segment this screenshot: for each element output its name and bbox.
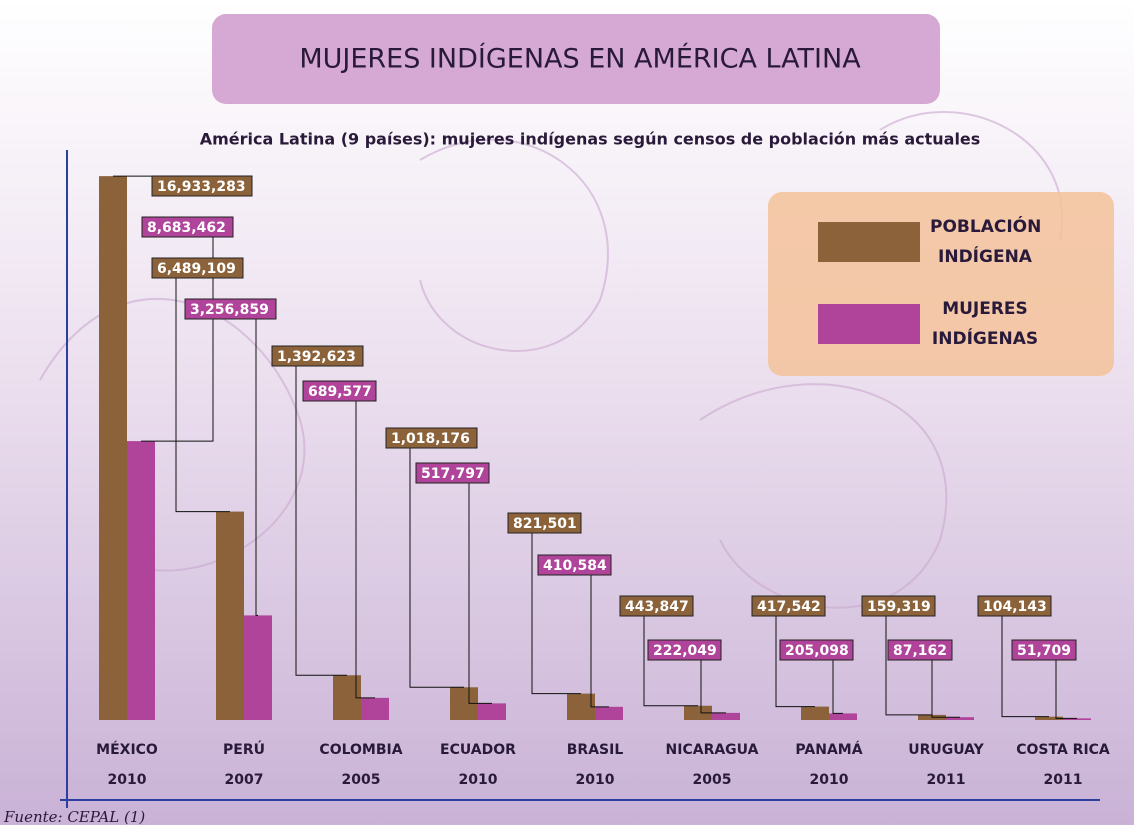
x-tick-label: URUGUAY <box>908 742 984 758</box>
x-tick-label: NICARAGUA <box>666 742 759 758</box>
value-label: 689,577 <box>308 384 372 400</box>
value-label: 16,933,283 <box>157 179 246 195</box>
legend-item: MUJERES INDÍGENAS <box>930 294 1080 358</box>
value-label: 410,584 <box>543 558 607 574</box>
x-tick-year: 2005 <box>342 772 381 788</box>
bar <box>829 713 857 720</box>
value-label: 1,392,623 <box>277 349 356 365</box>
value-label: 6,489,109 <box>157 261 236 277</box>
x-tick-label: COSTA RICA <box>1016 742 1110 758</box>
bar <box>216 512 244 720</box>
value-label: 159,319 <box>867 599 931 615</box>
chart-title: MUJERES INDÍGENAS EN AMÉRICA LATINA <box>299 43 861 75</box>
value-label: 3,256,859 <box>190 302 269 318</box>
value-label: 1,018,176 <box>391 431 470 447</box>
chart: MUJERES INDÍGENAS EN AMÉRICA LATINA Amér… <box>0 0 1134 825</box>
x-tick-label: ECUADOR <box>440 742 516 758</box>
value-label: 104,143 <box>983 599 1047 615</box>
bar <box>361 698 389 720</box>
x-tick-year: 2010 <box>459 772 498 788</box>
bar <box>99 176 127 720</box>
x-tick-year: 2010 <box>108 772 147 788</box>
x-tick-label: PERÚ <box>223 740 265 758</box>
x-tick-label: MÉXICO <box>96 741 158 758</box>
value-label: 87,162 <box>893 643 947 659</box>
legend-swatch <box>818 304 920 344</box>
value-label: 51,709 <box>1017 643 1071 659</box>
value-label: 517,797 <box>421 466 485 482</box>
x-tick-year: 2010 <box>576 772 615 788</box>
value-label: 205,098 <box>785 643 849 659</box>
value-label: 443,847 <box>625 599 689 615</box>
chart-subtitle: América Latina (9 países): mujeres indíg… <box>200 130 981 149</box>
x-tick-year: 2005 <box>693 772 732 788</box>
legend-label: MUJERES INDÍGENAS <box>930 294 1040 354</box>
bar <box>712 713 740 720</box>
bar <box>127 441 155 720</box>
source: Fuente: CEPAL (1) <box>3 808 145 825</box>
value-label: 8,683,462 <box>147 220 226 236</box>
legend-swatch <box>818 222 920 262</box>
x-tick-year: 2011 <box>927 772 966 788</box>
value-label: 417,542 <box>757 599 821 615</box>
bar <box>244 615 272 720</box>
legend-label: POBLACIÓN INDÍGENA <box>930 212 1040 272</box>
value-label: 222,049 <box>653 643 717 659</box>
x-tick-year: 2010 <box>810 772 849 788</box>
legend-item: POBLACIÓN INDÍGENA <box>930 212 1080 276</box>
x-tick-year: 2007 <box>225 772 264 788</box>
bar <box>478 703 506 720</box>
x-tick-label: BRASIL <box>567 742 624 758</box>
bar <box>801 707 829 720</box>
x-tick-label: PANAMÁ <box>795 741 862 758</box>
value-label: 821,501 <box>513 516 577 532</box>
bar <box>595 707 623 720</box>
x-tick-label: COLOMBIA <box>319 742 402 758</box>
x-tick-year: 2011 <box>1044 772 1083 788</box>
